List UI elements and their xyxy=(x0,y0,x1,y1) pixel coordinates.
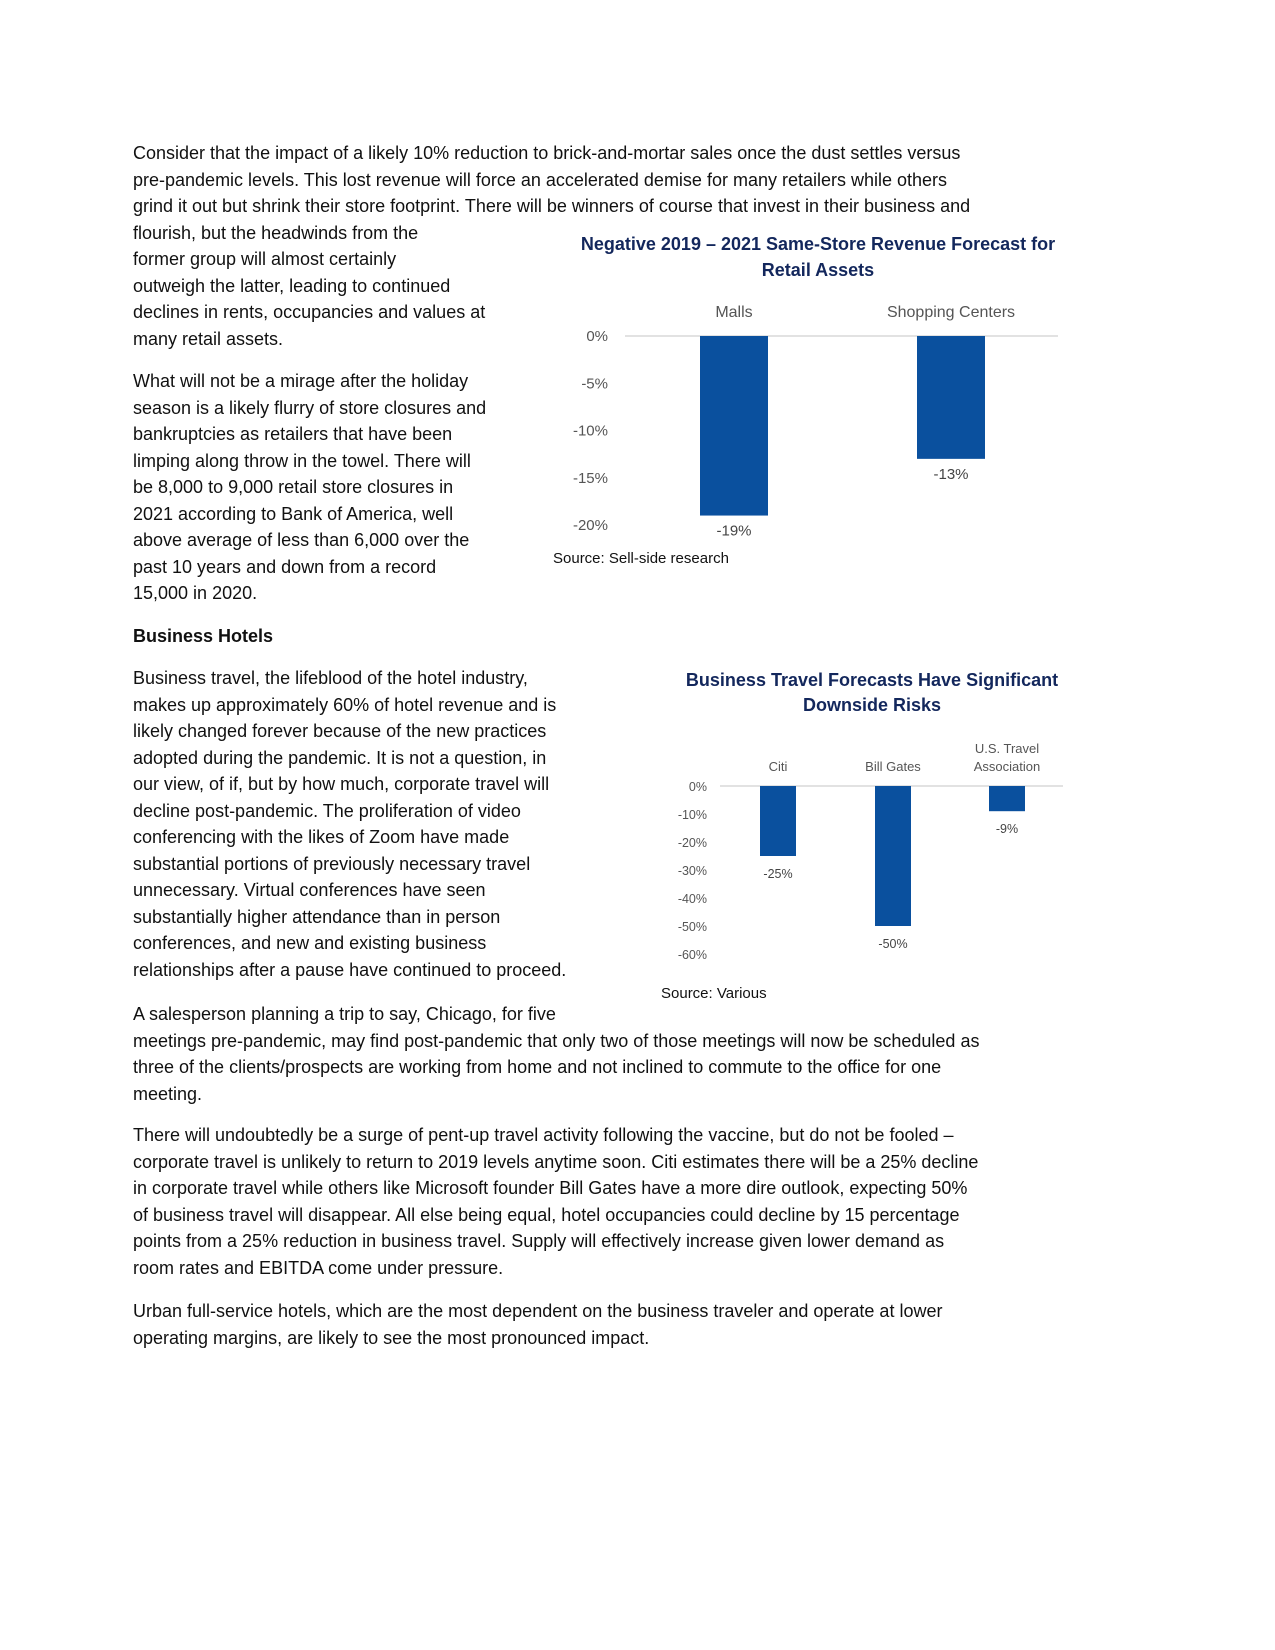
chart2-source: Source: Various xyxy=(661,985,767,1002)
text-line: former group will almost certainly xyxy=(133,249,397,269)
y-tick-label: 0% xyxy=(689,780,707,794)
text-line: unnecessary. Virtual conferences have se… xyxy=(133,880,486,900)
text-line: above average of less than 6,000 over th… xyxy=(133,530,470,550)
y-tick-label: -20% xyxy=(573,517,608,534)
text-line: adopted during the pandemic. It is not a… xyxy=(133,747,547,768)
value-label: -13% xyxy=(933,466,968,483)
text-line: in corporate travel while others like Mi… xyxy=(133,1178,968,1198)
category-label: Shopping Centers xyxy=(887,304,1015,321)
paragraph-pent-up-travel: There will undoubtedly be a surge of pen… xyxy=(133,1122,978,1281)
chart2-title: Business Travel Forecasts Have Significa… xyxy=(686,670,1058,690)
paragraph-intro-column: flourish, but the headwinds from the form… xyxy=(133,220,485,353)
text-line: makes up approximately 60% of hotel reve… xyxy=(133,694,557,715)
paragraph-salesperson: A salesperson planning a trip to say, Ch… xyxy=(133,1001,979,1107)
text-line: meeting. xyxy=(133,1083,203,1104)
chart2-title: Downside Risks xyxy=(803,695,941,715)
text-line: conferencing with the likes of Zoom have… xyxy=(133,827,510,847)
text-line: season is a likely flurry of store closu… xyxy=(133,397,487,418)
text-line: 2021 according to Bank of America, well xyxy=(133,503,454,524)
text-line: conferences, and new and existing busine… xyxy=(133,933,487,953)
text-line: Business Hotels xyxy=(133,626,274,646)
text-line: limping along throw in the towel. There … xyxy=(133,450,471,471)
bar-0 xyxy=(700,336,768,516)
text-line: room rates and EBITDA come under pressur… xyxy=(133,1257,504,1278)
text-line: grind it out but shrink their store foot… xyxy=(133,196,971,216)
bar-2 xyxy=(989,786,1025,812)
y-tick-label: -20% xyxy=(678,836,707,850)
text-line: A salesperson planning a trip to say, Ch… xyxy=(133,1004,556,1024)
value-label: -9% xyxy=(996,822,1018,836)
y-tick-label: -15% xyxy=(573,470,608,487)
chart1-source: Source: Sell-side research xyxy=(553,550,729,567)
category-label: Malls xyxy=(715,304,752,321)
paragraph-intro: Consider that the impact of a likely 10%… xyxy=(133,140,970,220)
paragraph-business-travel: Business travel, the lifeblood of the ho… xyxy=(133,665,566,983)
bar-1 xyxy=(875,786,911,926)
text-line: three of the clients/prospects are worki… xyxy=(133,1057,942,1077)
category-label: Association xyxy=(974,759,1040,774)
value-label: -25% xyxy=(763,867,792,881)
text-line: points from a 25% reduction in business … xyxy=(133,1231,945,1251)
category-label: U.S. Travel xyxy=(975,741,1039,756)
y-tick-label: -60% xyxy=(678,948,707,962)
text-line: past 10 years and down from a record xyxy=(133,556,437,577)
bar-0 xyxy=(760,786,796,856)
y-tick-label: -30% xyxy=(678,864,707,878)
paragraph-urban-hotels: Urban full-service hotels, which are the… xyxy=(133,1298,942,1351)
bar-1 xyxy=(917,336,985,459)
value-label: -50% xyxy=(878,937,907,951)
text-line: substantial portions of previously neces… xyxy=(133,853,531,874)
text-line: operating margins, are likely to see the… xyxy=(133,1327,650,1348)
text-line: substantially higher attendance than in … xyxy=(133,906,501,927)
text-line: outweigh the latter, leading to continue… xyxy=(133,275,451,296)
text-line: corporate travel is unlikely to return t… xyxy=(133,1151,979,1172)
value-label: -19% xyxy=(716,523,751,540)
text-line: be 8,000 to 9,000 retail store closures … xyxy=(133,477,454,497)
y-tick-label: -10% xyxy=(678,808,707,822)
text-line: 15,000 in 2020. xyxy=(133,583,258,603)
text-line: meetings pre-pandemic, may find post-pan… xyxy=(133,1030,980,1051)
y-tick-label: -50% xyxy=(678,920,707,934)
y-tick-label: -5% xyxy=(581,375,608,392)
text-line: likely changed forever because of the ne… xyxy=(133,721,547,741)
text-line: declines in rents, occupancies and value… xyxy=(133,302,486,322)
y-tick-label: -40% xyxy=(678,892,707,906)
text-line: pre-pandemic levels. This lost revenue w… xyxy=(133,169,948,190)
paragraph-closures: What will not be a mirage after the holi… xyxy=(133,368,486,607)
text-line: of business travel will disappear. All e… xyxy=(133,1204,960,1225)
category-label: Bill Gates xyxy=(865,759,921,774)
text-line: flourish, but the headwinds from the xyxy=(133,222,419,243)
text-line: decline post-pandemic. The proliferation… xyxy=(133,800,521,821)
text-line: bankruptcies as retailers that have been xyxy=(133,424,453,444)
y-tick-label: -10% xyxy=(573,423,608,440)
text-line: relationships after a pause have continu… xyxy=(133,959,567,980)
text-line: many retail assets. xyxy=(133,328,284,349)
category-label: Citi xyxy=(769,759,788,774)
text-line: What will not be a mirage after the holi… xyxy=(133,371,469,391)
section-heading-business-hotels: Business Hotels xyxy=(133,623,273,650)
text-line: There will undoubtedly be a surge of pen… xyxy=(133,1125,954,1145)
text-line: Urban full-service hotels, which are the… xyxy=(133,1301,943,1321)
y-tick-label: 0% xyxy=(586,328,608,345)
text-line: Consider that the impact of a likely 10%… xyxy=(133,143,961,163)
text-line: our view, of if, but by how much, corpor… xyxy=(133,774,550,794)
chart1-title: Negative 2019 – 2021 Same-Store Revenue … xyxy=(581,234,1055,254)
text-line: Business travel, the lifeblood of the ho… xyxy=(133,668,528,688)
chart1-title: Retail Assets xyxy=(762,260,874,280)
